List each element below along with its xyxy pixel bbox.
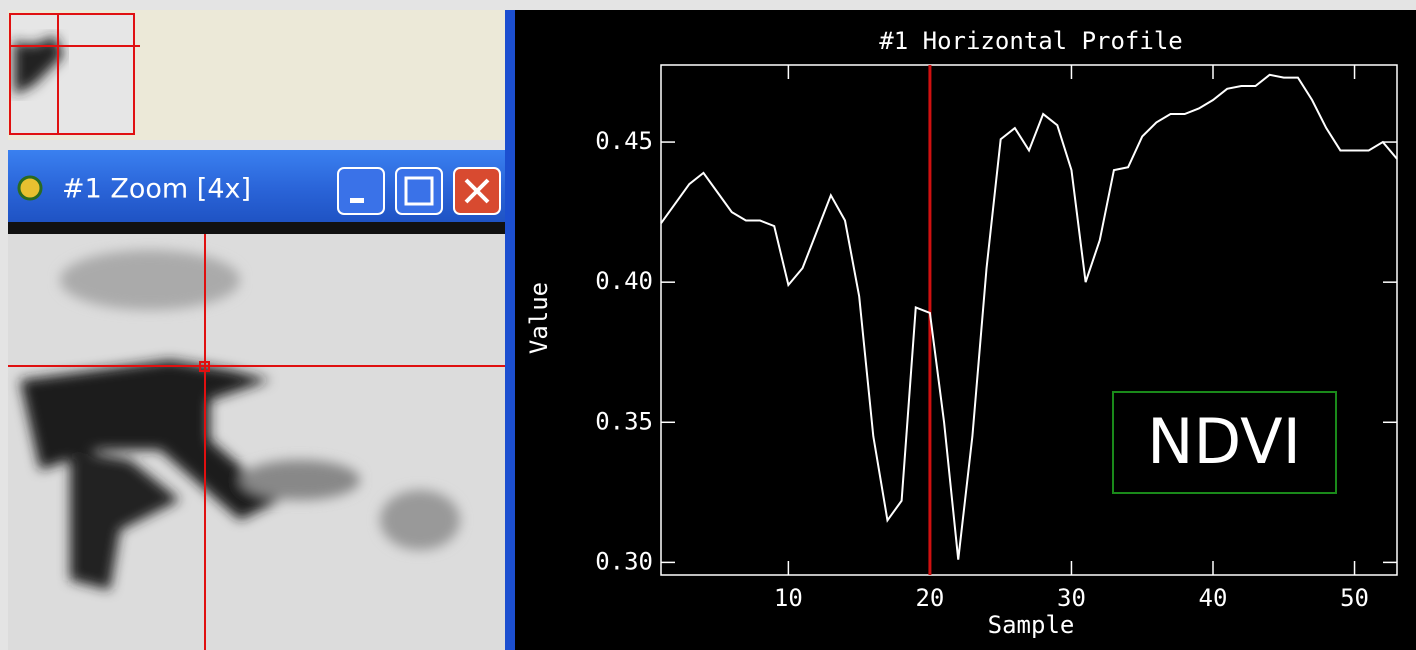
plot-window: [515, 10, 1416, 650]
window-title: #1 Zoom [4x]: [62, 174, 251, 205]
y-tick-label: 0.35: [595, 407, 653, 435]
divider: [505, 10, 515, 650]
grey-region: [60, 250, 240, 310]
x-axis-label: Sample: [988, 611, 1075, 639]
x-tick-label: 50: [1340, 584, 1369, 612]
plot-frame: [660, 64, 1398, 576]
legend-box: [1112, 391, 1337, 494]
x-tick-label: 10: [774, 584, 803, 612]
app-icon: [17, 175, 43, 201]
maximize-icon: [404, 176, 434, 206]
overview-box: [9, 13, 135, 135]
minimize-button[interactable]: [337, 167, 385, 215]
dark-region: [70, 450, 180, 590]
y-tick-label: 0.45: [595, 127, 653, 155]
grey-region: [380, 490, 460, 550]
window-border: [8, 222, 505, 234]
y-tick-label: 0.40: [595, 267, 653, 295]
zoom-pixel: [199, 361, 210, 372]
y-axis-label: Value: [525, 282, 553, 354]
dark-region: [20, 360, 280, 520]
legend-label: NDVI: [1147, 405, 1301, 478]
x-tick-label: 20: [915, 584, 944, 612]
overview-dark: [14, 35, 64, 95]
profile-line: [660, 73, 1398, 560]
grey-region: [240, 460, 360, 500]
close-icon: [464, 178, 490, 204]
chart-title: #1 Horizontal Profile: [879, 27, 1182, 55]
y-tick-label: 0.30: [595, 547, 653, 575]
x-tick-label: 40: [1199, 584, 1228, 612]
minimize-icon: [350, 198, 364, 203]
zoom-texture: [20, 250, 460, 590]
x-tick-label: 30: [1057, 584, 1086, 612]
